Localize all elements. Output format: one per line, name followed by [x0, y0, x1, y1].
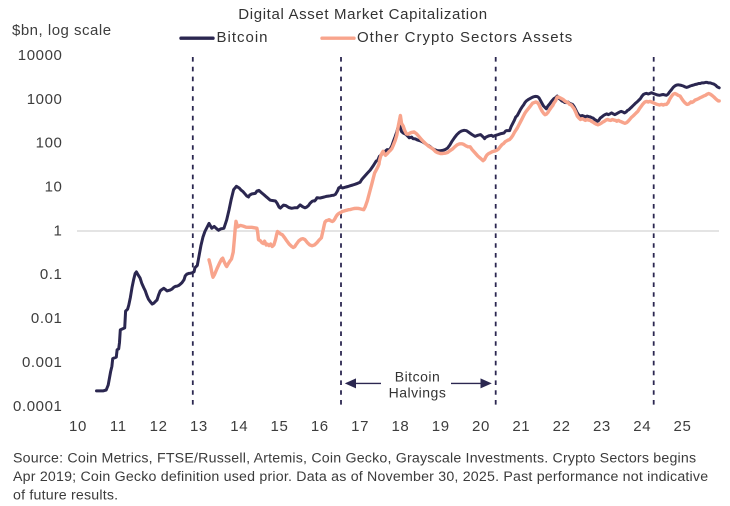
svg-text:12: 12: [150, 418, 168, 435]
svg-text:20: 20: [472, 418, 490, 435]
svg-text:16: 16: [311, 418, 329, 435]
svg-text:10: 10: [69, 418, 87, 435]
svg-text:Other Crypto Sectors Assets: Other Crypto Sectors Assets: [357, 29, 573, 46]
svg-text:Source: Coin Metrics, FTSE/Rus: Source: Coin Metrics, FTSE/Russell, Arte…: [13, 451, 696, 467]
svg-text:Bitcoin: Bitcoin: [395, 369, 441, 385]
svg-text:0.1: 0.1: [40, 266, 63, 283]
svg-text:Halvings: Halvings: [389, 384, 447, 400]
svg-text:Apr 2019; Coin Gecko definitio: Apr 2019; Coin Gecko definition used pri…: [13, 469, 708, 485]
svg-text:10: 10: [45, 179, 63, 196]
svg-text:0.01: 0.01: [31, 310, 63, 327]
svg-text:14: 14: [230, 418, 248, 435]
svg-text:$bn, log scale: $bn, log scale: [12, 22, 112, 39]
svg-text:11: 11: [110, 418, 127, 435]
svg-text:Digital Asset Market Capitaliz: Digital Asset Market Capitalization: [238, 6, 488, 23]
svg-text:Bitcoin: Bitcoin: [217, 29, 269, 46]
svg-text:0.001: 0.001: [22, 354, 63, 371]
svg-text:19: 19: [432, 418, 450, 435]
svg-text:17: 17: [351, 418, 369, 435]
svg-text:15: 15: [271, 418, 289, 435]
svg-text:100: 100: [36, 135, 63, 152]
svg-text:1000: 1000: [27, 91, 63, 108]
svg-text:18: 18: [391, 418, 409, 435]
svg-text:1: 1: [54, 222, 63, 239]
svg-text:24: 24: [633, 418, 651, 435]
svg-text:21: 21: [512, 418, 530, 435]
svg-text:25: 25: [674, 418, 692, 435]
svg-text:13: 13: [190, 418, 208, 435]
svg-text:23: 23: [593, 418, 611, 435]
svg-text:0.0001: 0.0001: [13, 398, 62, 415]
svg-text:22: 22: [553, 418, 571, 435]
svg-text:of future results.: of future results.: [13, 487, 118, 503]
svg-text:10000: 10000: [18, 47, 63, 64]
